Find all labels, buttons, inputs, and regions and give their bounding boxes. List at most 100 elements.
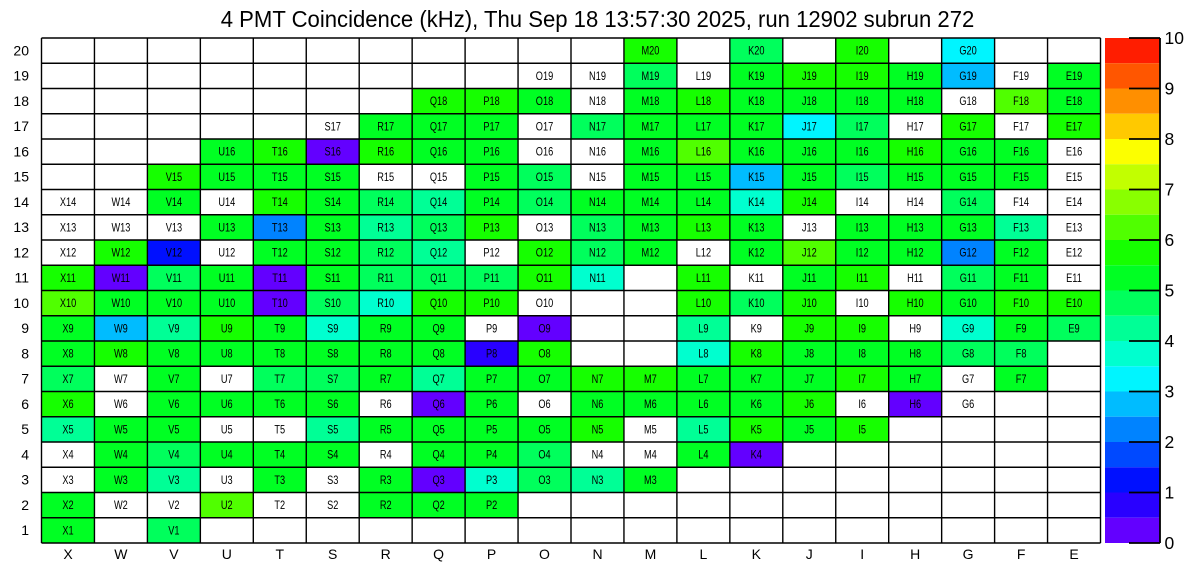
svg-text:Q: Q (433, 546, 444, 562)
svg-text:K8: K8 (751, 348, 762, 361)
svg-text:M17: M17 (641, 120, 659, 133)
svg-text:I12: I12 (856, 247, 869, 260)
svg-text:W14: W14 (111, 196, 130, 209)
svg-text:Q12: Q12 (430, 247, 447, 260)
svg-text:H13: H13 (907, 221, 924, 234)
svg-text:7: 7 (21, 371, 29, 387)
svg-text:10: 10 (13, 295, 29, 311)
svg-text:O19: O19 (536, 70, 553, 83)
svg-text:P15: P15 (483, 171, 499, 184)
svg-text:H16: H16 (907, 146, 924, 159)
svg-text:O11: O11 (536, 272, 553, 285)
svg-text:R14: R14 (377, 196, 394, 209)
svg-text:R17: R17 (377, 120, 394, 133)
svg-text:M4: M4 (644, 449, 657, 462)
svg-text:L7: L7 (698, 373, 708, 386)
svg-text:N11: N11 (589, 272, 605, 285)
svg-text:K7: K7 (751, 373, 762, 386)
svg-text:N15: N15 (589, 171, 606, 184)
svg-text:9: 9 (21, 320, 29, 336)
svg-text:7: 7 (1165, 180, 1175, 200)
svg-text:S6: S6 (327, 398, 338, 411)
svg-text:U: U (222, 546, 232, 562)
svg-text:O5: O5 (538, 423, 550, 436)
svg-text:Q8: Q8 (432, 348, 444, 361)
svg-text:L10: L10 (696, 297, 711, 310)
svg-text:W13: W13 (111, 221, 130, 234)
svg-text:T4: T4 (274, 449, 285, 462)
svg-text:L: L (700, 546, 708, 562)
svg-text:G16: G16 (959, 146, 976, 159)
svg-text:J7: J7 (804, 373, 814, 386)
svg-text:E9: E9 (1068, 322, 1079, 335)
svg-text:10: 10 (1165, 28, 1185, 48)
svg-text:V4: V4 (168, 449, 179, 462)
svg-text:J16: J16 (802, 146, 817, 159)
svg-text:I13: I13 (856, 221, 869, 234)
svg-text:I9: I9 (858, 322, 866, 335)
svg-text:J18: J18 (802, 95, 817, 108)
svg-text:M16: M16 (641, 146, 659, 159)
svg-text:I8: I8 (858, 348, 866, 361)
svg-text:6: 6 (1165, 230, 1175, 250)
svg-text:W8: W8 (114, 348, 128, 361)
svg-text:V12: V12 (166, 247, 182, 260)
svg-text:R15: R15 (377, 171, 394, 184)
svg-text:R16: R16 (377, 146, 394, 159)
svg-text:U16: U16 (218, 146, 235, 159)
svg-text:R: R (381, 546, 391, 562)
svg-text:V3: V3 (168, 474, 179, 487)
svg-text:X3: X3 (62, 474, 73, 487)
svg-text:F15: F15 (1013, 171, 1029, 184)
svg-text:V10: V10 (166, 297, 182, 310)
svg-text:O4: O4 (538, 449, 550, 462)
svg-text:G: G (963, 546, 974, 562)
svg-text:R9: R9 (380, 322, 392, 335)
svg-text:W4: W4 (114, 449, 128, 462)
svg-text:R11: R11 (378, 272, 394, 285)
svg-text:V13: V13 (166, 221, 182, 234)
svg-text:F8: F8 (1016, 348, 1027, 361)
svg-text:S7: S7 (327, 373, 338, 386)
svg-text:X1: X1 (62, 524, 73, 537)
svg-text:Q17: Q17 (430, 120, 447, 133)
svg-text:O12: O12 (536, 247, 553, 260)
svg-text:17: 17 (13, 118, 29, 134)
svg-text:G7: G7 (962, 373, 974, 386)
svg-text:O3: O3 (538, 474, 550, 487)
svg-text:U15: U15 (218, 171, 235, 184)
svg-text:Q7: Q7 (432, 373, 444, 386)
svg-text:J11: J11 (802, 272, 816, 285)
svg-text:P11: P11 (484, 272, 500, 285)
svg-text:M19: M19 (641, 70, 659, 83)
svg-text:O16: O16 (536, 146, 553, 159)
svg-text:O9: O9 (538, 322, 550, 335)
svg-text:2: 2 (1165, 432, 1175, 452)
svg-text:K10: K10 (748, 297, 764, 310)
svg-text:N7: N7 (592, 373, 604, 386)
svg-text:N5: N5 (592, 423, 604, 436)
svg-text:G12: G12 (959, 247, 976, 260)
svg-text:U11: U11 (219, 272, 235, 285)
svg-text:K16: K16 (748, 146, 764, 159)
svg-text:Q15: Q15 (430, 171, 447, 184)
svg-text:M12: M12 (641, 247, 659, 260)
svg-text:V1: V1 (168, 524, 179, 537)
svg-text:S9: S9 (327, 322, 338, 335)
svg-text:K19: K19 (748, 70, 764, 83)
svg-text:4: 4 (1165, 331, 1175, 351)
svg-text:4 PMT Coincidence (kHz), Thu S: 4 PMT Coincidence (kHz), Thu Sep 18 13:5… (221, 7, 975, 32)
svg-text:G18: G18 (959, 95, 976, 108)
svg-text:N4: N4 (592, 449, 604, 462)
svg-text:O7: O7 (538, 373, 550, 386)
svg-text:W9: W9 (114, 322, 128, 335)
svg-text:P12: P12 (483, 247, 499, 260)
svg-text:X8: X8 (62, 348, 73, 361)
svg-text:I10: I10 (856, 297, 869, 310)
svg-text:P17: P17 (483, 120, 499, 133)
svg-text:V2: V2 (168, 499, 179, 512)
svg-text:J19: J19 (802, 70, 817, 83)
svg-text:4: 4 (21, 446, 29, 462)
svg-text:K4: K4 (751, 449, 762, 462)
svg-text:P13: P13 (483, 221, 499, 234)
